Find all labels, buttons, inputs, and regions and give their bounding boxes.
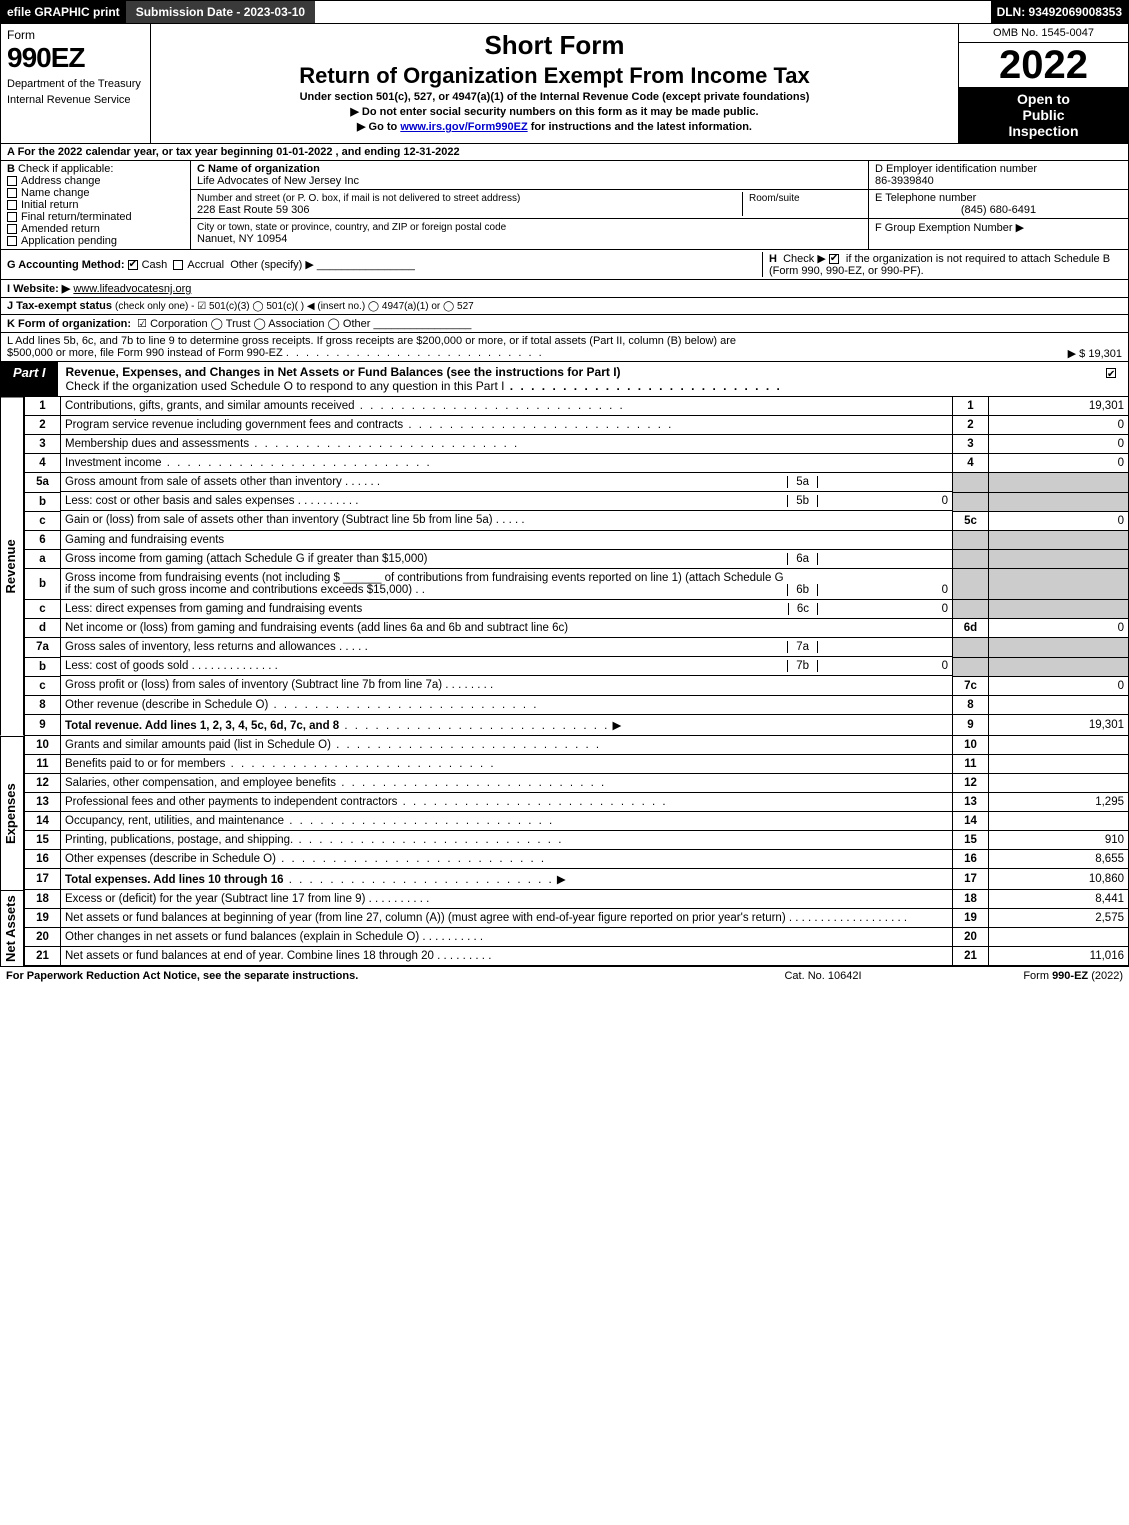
- footer-notice: For Paperwork Reduction Act Notice, see …: [6, 970, 723, 982]
- subtitle-section: Under section 501(c), 527, or 4947(a)(1)…: [161, 91, 948, 103]
- form-word: Form: [7, 28, 144, 42]
- line-i: I Website: ▶ www.lifeadvocatesnj.org: [0, 280, 1129, 298]
- amt-19: 2,575: [989, 908, 1129, 927]
- amt-21: 11,016: [989, 946, 1129, 965]
- org-address: 228 East Route 59 306: [197, 204, 310, 216]
- checkbox-amended-return[interactable]: [7, 224, 17, 234]
- netassets-sidetab: Net Assets: [0, 890, 24, 966]
- org-name: Life Advocates of New Jersey Inc: [197, 175, 359, 187]
- amt-13: 1,295: [989, 792, 1129, 811]
- checkbox-address-change[interactable]: [7, 176, 17, 186]
- netassets-section: Net Assets 18Excess or (deficit) for the…: [0, 890, 1129, 966]
- efile-label: efile GRAPHIC print: [1, 1, 126, 23]
- amt-9: 19,301: [989, 714, 1129, 735]
- line-h: H Check ▶ if the organization is not req…: [762, 252, 1122, 277]
- section-def: D Employer identification number 86-3939…: [868, 161, 1128, 249]
- checkbox-application-pending[interactable]: [7, 236, 17, 246]
- line-g: G Accounting Method: Cash Accrual Other …: [7, 258, 758, 271]
- val-6b: 0: [818, 584, 948, 596]
- checkbox-name-change[interactable]: [7, 188, 17, 198]
- amt-5c: 0: [989, 511, 1129, 530]
- amt-20: [989, 927, 1129, 946]
- revenue-sidetab: Revenue: [0, 397, 24, 736]
- footer-formref: Form 990-EZ (2022): [923, 970, 1123, 982]
- amt-17: 10,860: [989, 868, 1129, 889]
- checkbox-final-return[interactable]: [7, 212, 17, 222]
- val-7b: 0: [818, 660, 948, 672]
- line-l: L Add lines 5b, 6c, and 7b to line 9 to …: [0, 333, 1129, 362]
- revenue-table: 1Contributions, gifts, grants, and simil…: [24, 397, 1129, 736]
- dln-label: DLN: 93492069008353: [991, 1, 1128, 23]
- gross-receipts: ▶ $ 19,301: [1068, 347, 1122, 360]
- page-footer: For Paperwork Reduction Act Notice, see …: [0, 966, 1129, 985]
- expenses-section: Expenses 10Grants and similar amounts pa…: [0, 736, 1129, 890]
- amt-15: 910: [989, 830, 1129, 849]
- netassets-table: 18Excess or (deficit) for the year (Subt…: [24, 890, 1129, 966]
- form-header: Form 990EZ Department of the Treasury In…: [0, 24, 1129, 144]
- ein: 86-3939840: [875, 175, 934, 187]
- val-6c: 0: [818, 603, 948, 615]
- amt-2: 0: [989, 416, 1129, 435]
- line-a: A For the 2022 calendar year, or tax yea…: [0, 144, 1129, 161]
- telephone: (845) 680-6491: [875, 204, 1122, 216]
- form-id-block: Form 990EZ Department of the Treasury In…: [1, 24, 151, 143]
- amt-10: [989, 736, 1129, 755]
- checkbox-initial-return[interactable]: [7, 200, 17, 210]
- tax-year: 2022: [959, 43, 1128, 87]
- subtitle-goto: ▶ Go to www.irs.gov/Form990EZ for instru…: [161, 120, 948, 133]
- subtitle-ssn: ▶ Do not enter social security numbers o…: [161, 105, 948, 118]
- amt-7c: 0: [989, 676, 1129, 695]
- amt-4: 0: [989, 454, 1129, 473]
- val-5b: 0: [818, 495, 948, 507]
- footer-catno: Cat. No. 10642I: [723, 970, 923, 982]
- form-number: 990EZ: [7, 42, 144, 74]
- dept-irs: Internal Revenue Service: [7, 94, 144, 106]
- section-b: B Check if applicable: Address change Na…: [1, 161, 191, 249]
- checkbox-schedule-o[interactable]: [1106, 368, 1116, 378]
- topbar: efile GRAPHIC print Submission Date - 20…: [0, 0, 1129, 24]
- amt-3: 0: [989, 435, 1129, 454]
- amt-18: 8,441: [989, 890, 1129, 909]
- section-bcdef: B Check if applicable: Address change Na…: [0, 161, 1129, 250]
- irs-link[interactable]: www.irs.gov/Form990EZ: [400, 121, 527, 133]
- amt-12: [989, 773, 1129, 792]
- form-meta-block: OMB No. 1545-0047 2022 Open to Public In…: [958, 24, 1128, 143]
- form-title-block: Short Form Return of Organization Exempt…: [151, 24, 958, 143]
- checkbox-schedule-b[interactable]: [829, 254, 839, 264]
- amt-1: 19,301: [989, 397, 1129, 416]
- omb-number: OMB No. 1545-0047: [959, 24, 1128, 43]
- org-city: Nanuet, NY 10954: [197, 233, 287, 245]
- section-c: C Name of organization Life Advocates of…: [191, 161, 868, 249]
- line-gh: G Accounting Method: Cash Accrual Other …: [0, 250, 1129, 280]
- line-j: J Tax-exempt status (check only one) - ☑…: [0, 298, 1129, 315]
- checkbox-accrual[interactable]: [173, 260, 183, 270]
- expenses-table: 10Grants and similar amounts paid (list …: [24, 736, 1129, 890]
- amt-14: [989, 811, 1129, 830]
- open-inspection: Open to Public Inspection: [959, 87, 1128, 143]
- part1-header: Part I Revenue, Expenses, and Changes in…: [0, 362, 1129, 397]
- amt-16: 8,655: [989, 849, 1129, 868]
- expenses-sidetab: Expenses: [0, 736, 24, 890]
- amt-11: [989, 754, 1129, 773]
- title-short-form: Short Form: [161, 30, 948, 61]
- amt-8: [989, 695, 1129, 714]
- website[interactable]: www.lifeadvocatesnj.org: [73, 283, 191, 295]
- line-k: K Form of organization: ☑ Corporation ◯ …: [0, 315, 1129, 333]
- amt-6d: 0: [989, 619, 1129, 638]
- submission-date: Submission Date - 2023-03-10: [126, 1, 315, 23]
- part1-tab: Part I: [1, 362, 58, 396]
- checkbox-cash[interactable]: [128, 260, 138, 270]
- revenue-section: Revenue 1Contributions, gifts, grants, a…: [0, 397, 1129, 736]
- title-return: Return of Organization Exempt From Incom…: [161, 63, 948, 89]
- dept-treasury: Department of the Treasury: [7, 78, 144, 90]
